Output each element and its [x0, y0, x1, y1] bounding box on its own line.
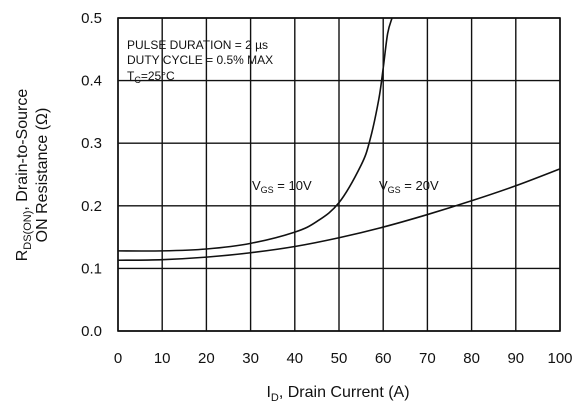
series-line-vgs-20v — [117, 168, 561, 262]
y-tick-label: 0.5 — [81, 10, 102, 27]
x-tick-label: 60 — [375, 350, 392, 367]
series-line-vgs-10v — [117, 17, 393, 252]
series-label-vgs-20v: VGS = 20V — [379, 178, 439, 195]
annotation-duty-cycle: DUTY CYCLE = 0.5% MAX — [127, 53, 273, 67]
x-tick-label: 50 — [331, 350, 348, 367]
x-tick-label: 30 — [242, 350, 259, 367]
tick-labels: 0 10 20 30 40 50 60 70 80 90 100 0.0 0.1 0.2 0.3 0.4 0.5 — [81, 10, 572, 367]
x-tick-label: 0 — [114, 350, 122, 367]
y-tick-label: 0.0 — [81, 323, 102, 340]
annotation-pulse-duration: PULSE DURATION = 2 µs — [127, 38, 268, 52]
y-axis-title-line2: ON Resistance (Ω) — [34, 108, 51, 243]
y-tick-label: 0.2 — [81, 198, 102, 215]
x-tick-label: 10 — [154, 350, 171, 367]
x-tick-label: 100 — [547, 350, 572, 367]
plot-frame — [117, 17, 561, 332]
series-label-vgs-10v: VGS = 10V — [252, 178, 312, 195]
x-tick-label: 20 — [198, 350, 215, 367]
series-lines — [117, 17, 561, 262]
x-tick-label: 90 — [507, 350, 524, 367]
x-tick-label: 80 — [463, 350, 480, 367]
x-tick-label: 70 — [419, 350, 436, 367]
y-tick-label: 0.1 — [81, 260, 102, 277]
x-tick-label: 40 — [286, 350, 303, 367]
y-tick-label: 0.3 — [81, 135, 102, 152]
x-axis-title: ID, Drain Current (A) — [266, 384, 409, 404]
annotation-case-temperature: TC=25°C — [127, 69, 175, 85]
y-tick-label: 0.4 — [81, 73, 102, 90]
y-axis-title-line1: RDS(ON), Drain-to-Source — [14, 89, 34, 262]
